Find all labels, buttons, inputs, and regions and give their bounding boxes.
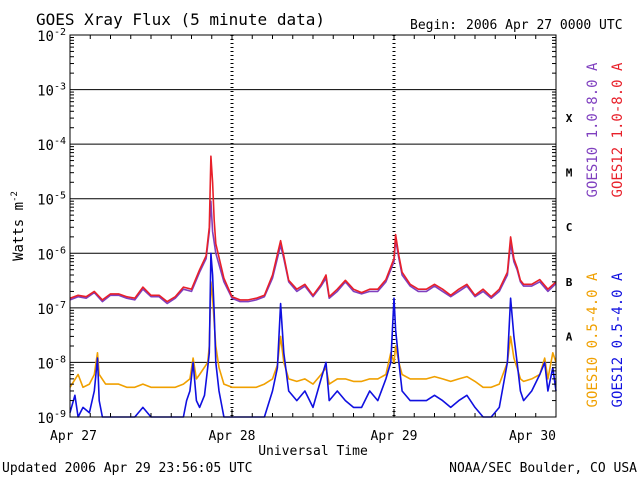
x-axis-title: Universal Time: [258, 444, 368, 459]
series-line: [69, 252, 557, 418]
legend: GOES10 1.0-8.0 A GOES12 1.0-8.0 A GOES10 0…: [585, 62, 626, 407]
y-axis-title: Watts m-2: [10, 191, 27, 261]
x-tick-label: Apr 27: [50, 429, 97, 444]
begin-label: Begin:: [410, 18, 457, 33]
y-tick-exponent: -8: [54, 354, 66, 365]
axis-ticks: [69, 35, 557, 417]
flare-class-label: M: [566, 167, 573, 180]
y-tick-label: 10-6: [37, 245, 66, 263]
flare-class-label: A: [566, 330, 573, 343]
legend-entry: GOES12 0.5-4.0 A: [610, 272, 626, 407]
y-tick-base: 10: [37, 29, 54, 45]
begin-value: 2006 Apr 27 0000 UTC: [466, 18, 623, 33]
series-line: [69, 200, 557, 305]
legend-entry: GOES10 0.5-4.0 A: [585, 272, 601, 407]
svg-text:Watts m-2: Watts m-2: [10, 191, 27, 261]
y-tick-exponent: -4: [54, 136, 66, 147]
y-tick-base: 10: [37, 411, 54, 427]
chart-title: GOES Xray Flux (5 minute data): [36, 10, 325, 29]
y-tick-base: 10: [37, 247, 54, 263]
y-tick-base: 10: [37, 356, 54, 372]
flare-class-label: C: [566, 221, 573, 234]
updated-timestamp: Updated 2006 Apr 29 23:56:05 UTC: [2, 461, 252, 476]
flare-class-label: X: [566, 112, 573, 125]
x-tick-label: Apr 30: [509, 429, 556, 444]
y-tick-labels: 10-210-310-410-510-610-710-810-9: [37, 27, 66, 427]
series-line: [69, 281, 557, 389]
x-tick-label: Apr 28: [209, 429, 256, 444]
y-axis-title-text: Watts m: [11, 202, 27, 261]
y-tick-exponent: -7: [54, 300, 66, 311]
flare-class-labels: X M C B A: [566, 112, 573, 343]
series-line: [69, 155, 557, 303]
y-tick-label: 10-7: [37, 300, 66, 318]
credit-text: NOAA/SEC Boulder, CO USA: [449, 461, 637, 476]
plot-frame: [69, 34, 557, 418]
x-tick-label: Apr 29: [371, 429, 418, 444]
y-tick-label: 10-3: [37, 82, 66, 100]
y-tick-exponent: -3: [54, 82, 66, 93]
y-tick-base: 10: [37, 193, 54, 209]
y-tick-base: 10: [37, 84, 54, 100]
legend-entry: GOES12 1.0-8.0 A: [610, 62, 626, 197]
flare-class-label: B: [566, 276, 573, 289]
legend-entry: GOES10 1.0-8.0 A: [585, 62, 601, 197]
y-tick-label: 10-9: [37, 409, 66, 427]
y-axis-title-exponent: -2: [10, 191, 20, 202]
y-tick-exponent: -9: [54, 409, 66, 420]
y-tick-label: 10-8: [37, 354, 66, 372]
y-tick-exponent: -6: [54, 245, 66, 256]
y-tick-exponent: -5: [54, 191, 66, 202]
y-tick-exponent: -2: [54, 27, 66, 38]
y-tick-label: 10-4: [37, 136, 66, 154]
grid-lines: [70, 34, 556, 418]
y-tick-base: 10: [37, 302, 54, 318]
data-series: [69, 155, 557, 418]
y-tick-base: 10: [37, 138, 54, 154]
x-tick-labels: Apr 27 Apr 28 Apr 29 Apr 30: [50, 429, 556, 444]
y-tick-label: 10-2: [37, 27, 66, 45]
y-tick-label: 10-5: [37, 191, 66, 209]
